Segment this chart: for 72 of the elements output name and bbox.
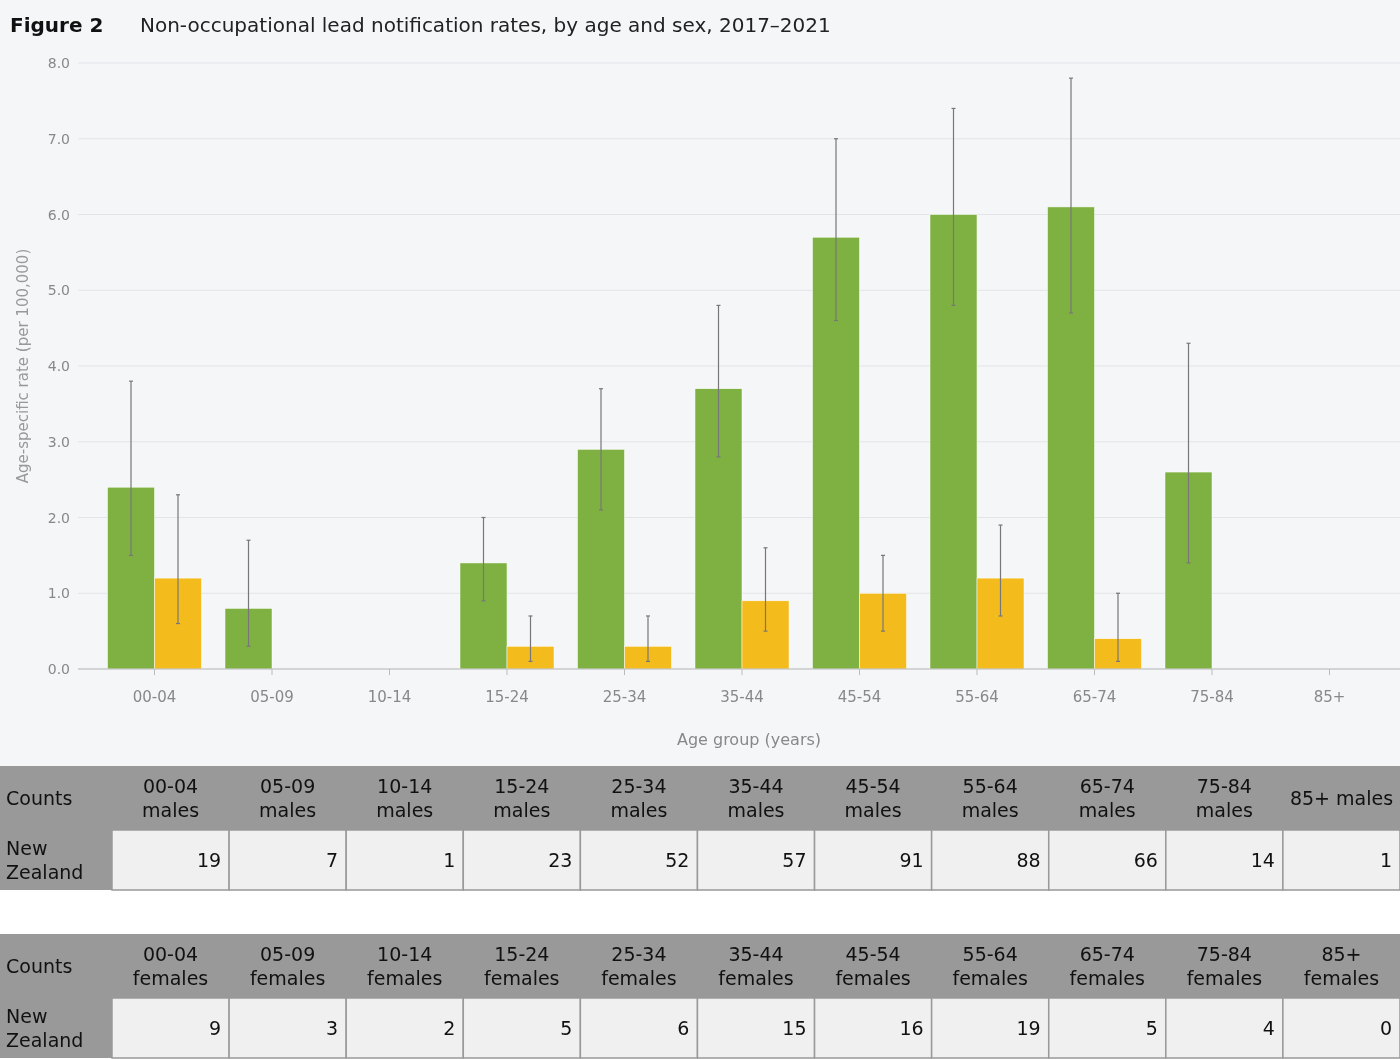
y-tick-label: New Zealand (6, 1005, 84, 1051)
data-label: 14 (1250, 849, 1275, 871)
chart-title: Counts (6, 787, 73, 809)
data-label: 5 (1145, 1017, 1158, 1039)
x-tick-label: 75-84 males (1195, 775, 1253, 821)
y-tick-label: 1.0 (47, 585, 70, 602)
x-tick-label: 10-14 females (367, 943, 443, 989)
x-tick-label: 85+ (1313, 688, 1346, 706)
data-label: 57 (782, 849, 807, 871)
x-tick-label: 00-04 males (142, 775, 200, 821)
data-label: 19 (1016, 1017, 1041, 1039)
x-tick-label: 65-74 (1072, 688, 1117, 706)
x-tick-label: 05-09 males (259, 775, 317, 821)
data-label: 1 (1379, 849, 1392, 871)
x-tick-label: 65-74 males (1078, 775, 1136, 821)
x-axis-title: Age group (years) (676, 730, 822, 749)
data-label: 0 (1379, 1017, 1392, 1039)
y-tick-label: 4.0 (47, 358, 70, 374)
data-label: 15 (782, 1017, 807, 1039)
data-label: 88 (1016, 849, 1041, 871)
x-tick-label: 15-24 females (484, 943, 560, 989)
x-tick-label: 10-14 (367, 688, 412, 706)
x-tick-label: 25-34 females (601, 943, 677, 989)
data-label: 7 (326, 849, 339, 871)
y-tick-label: 8.0 (47, 55, 70, 71)
x-tick-label: 05-09 (250, 688, 294, 706)
x-tick-label: 55-64 males (961, 775, 1019, 821)
data-label: 52 (665, 849, 690, 871)
y-tick-label: 5.0 (47, 282, 70, 299)
data-label: 3 (326, 1017, 339, 1039)
data-label: 2 (443, 1017, 456, 1039)
data-label: 66 (1133, 849, 1158, 871)
y-tick-label: 2.0 (47, 509, 70, 526)
x-tick-label: 05-09 females (249, 943, 326, 989)
x-tick-label: 35-44 males (727, 775, 785, 821)
x-tick-label: 45-54 females (835, 943, 911, 989)
x-tick-label: 35-44 females (718, 943, 794, 989)
y-axis-title: Age-specific rate (per 100,000) (14, 248, 32, 484)
x-tick-label: 45-54 males (844, 775, 902, 821)
data-label: 91 (899, 849, 924, 871)
data-label: 1 (443, 849, 456, 871)
x-tick-label: 35-44 (720, 688, 764, 706)
x-tick-label: 55-64 (955, 688, 999, 706)
x-tick-label: 45-54 (837, 688, 882, 706)
chart-title: Counts (6, 955, 73, 977)
data-label: 4 (1262, 1017, 1275, 1039)
data-label: 16 (899, 1017, 924, 1039)
x-tick-label: 15-24 males (493, 775, 551, 821)
x-tick-label: 25-34 males (610, 775, 668, 821)
chart-title: Non-occupational lead notification rates, by age and sex, 2017–2021 (140, 13, 831, 37)
data-label: 23 (548, 849, 573, 871)
x-tick-label: 75-84 (1190, 688, 1234, 706)
x-tick-label: 15-24 (485, 688, 529, 706)
x-tick-label: 75-84 females (1186, 943, 1263, 989)
x-tick-label: 85+ females (1303, 943, 1380, 989)
x-tick-label: 25-34 (602, 688, 647, 706)
y-tick-label: 6.0 (47, 206, 70, 223)
y-tick-label: New Zealand (6, 837, 84, 883)
x-tick-label: 10-14 males (376, 775, 434, 821)
y-tick-label: 3.0 (47, 433, 70, 450)
x-tick-label: 55-64 females (952, 943, 1028, 989)
data-label: 9 (209, 1017, 222, 1039)
data-label: 5 (560, 1017, 573, 1039)
x-tick-label: 85+ males (1289, 787, 1394, 809)
y-tick-label: 0.0 (47, 661, 70, 677)
x-tick-label: 00-04 (132, 688, 177, 706)
y-tick-label: 7.0 (47, 130, 70, 147)
data-label: 19 (196, 849, 222, 871)
x-tick-label: 65-74 females (1069, 943, 1145, 989)
caption: Figure 2 (10, 13, 104, 37)
data-label: 6 (677, 1017, 690, 1039)
x-tick-label: 00-04 females (132, 943, 209, 989)
